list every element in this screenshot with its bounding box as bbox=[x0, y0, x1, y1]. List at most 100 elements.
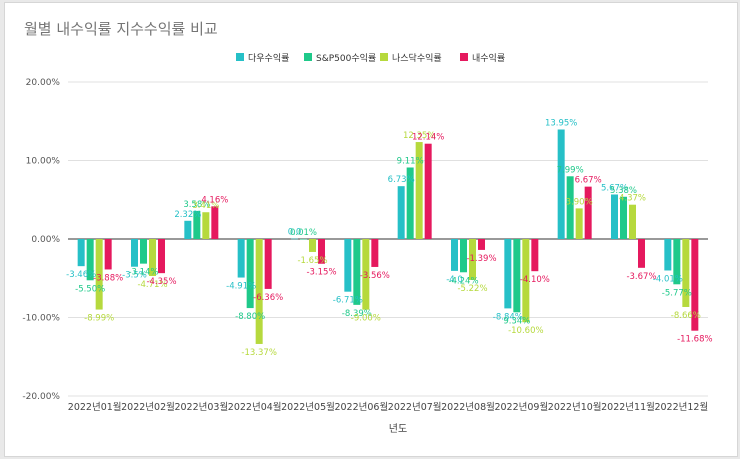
bar[interactable] bbox=[246, 239, 254, 309]
bar[interactable] bbox=[344, 239, 352, 292]
x-tick-label: 2022년02월 bbox=[121, 401, 175, 413]
x-tick-label: 2022년04월 bbox=[228, 401, 282, 413]
legend-swatch bbox=[304, 53, 312, 61]
bar[interactable] bbox=[131, 239, 138, 267]
bar[interactable] bbox=[620, 196, 627, 239]
data-label: -4.35% bbox=[146, 277, 176, 287]
bar[interactable] bbox=[86, 239, 94, 281]
bar[interactable] bbox=[611, 194, 618, 239]
data-label: -3.67% bbox=[626, 272, 656, 282]
data-label: 0.01% bbox=[290, 228, 317, 238]
data-label: -5.22% bbox=[457, 284, 487, 294]
bar[interactable] bbox=[566, 176, 574, 239]
x-tick-label: 2022년08월 bbox=[441, 401, 495, 413]
data-label: 5.38% bbox=[610, 186, 637, 196]
data-label: 7.99% bbox=[557, 165, 584, 175]
data-label: 6.73% bbox=[388, 175, 415, 185]
bar[interactable] bbox=[237, 239, 245, 278]
data-label: -8.99% bbox=[84, 314, 114, 324]
data-label: -3.56% bbox=[360, 271, 390, 281]
bar[interactable] bbox=[513, 239, 521, 313]
bar[interactable] bbox=[104, 239, 112, 270]
data-label: -9.00% bbox=[351, 314, 381, 324]
bar[interactable] bbox=[211, 206, 219, 239]
x-axis-title: 년도 bbox=[389, 423, 407, 435]
x-tick-label: 2022년01월 bbox=[68, 401, 122, 413]
bar[interactable] bbox=[584, 186, 592, 239]
bar[interactable] bbox=[353, 239, 361, 305]
bar[interactable] bbox=[77, 239, 85, 267]
data-label: -13.37% bbox=[241, 348, 276, 358]
bar[interactable] bbox=[557, 129, 565, 239]
x-tick-label: 2022년05월 bbox=[281, 401, 335, 413]
bar[interactable] bbox=[140, 239, 147, 264]
bar[interactable] bbox=[575, 208, 583, 239]
bar[interactable] bbox=[478, 239, 485, 250]
bar[interactable] bbox=[469, 239, 476, 280]
bar[interactable] bbox=[255, 239, 263, 344]
bar[interactable] bbox=[504, 239, 512, 309]
data-label: -8.39% bbox=[342, 309, 372, 319]
data-label: -3.14% bbox=[128, 268, 158, 278]
data-label: -6.71% bbox=[333, 296, 363, 306]
data-label: 5.67% bbox=[601, 183, 628, 193]
bar[interactable] bbox=[629, 204, 636, 239]
legend-label: 나스닥수익률 bbox=[392, 52, 442, 64]
data-label: -3.46% bbox=[66, 270, 96, 280]
bar[interactable] bbox=[95, 239, 103, 310]
data-label: 12.35% bbox=[403, 131, 435, 141]
bar[interactable] bbox=[415, 142, 423, 239]
bar[interactable] bbox=[318, 239, 325, 264]
data-label: -3.88% bbox=[93, 273, 123, 283]
bar[interactable] bbox=[397, 186, 405, 239]
y-tick-label: -20.00% bbox=[22, 392, 60, 402]
bar[interactable] bbox=[202, 212, 210, 239]
x-tick-label: 2022년03월 bbox=[174, 401, 228, 413]
bar[interactable] bbox=[184, 220, 192, 239]
bar[interactable] bbox=[424, 143, 432, 239]
data-label: -4.10% bbox=[520, 275, 550, 285]
y-tick-label: 0.00% bbox=[31, 235, 60, 245]
legend-label: 다우수익률 bbox=[248, 52, 289, 64]
bar[interactable] bbox=[193, 210, 201, 239]
x-tick-label: 2022년12월 bbox=[654, 401, 708, 413]
x-tick-label: 2022년06월 bbox=[334, 401, 388, 413]
bar[interactable] bbox=[664, 239, 672, 271]
data-label: -4.01% bbox=[653, 274, 683, 284]
bar[interactable] bbox=[309, 239, 316, 252]
data-label: 6.67% bbox=[575, 176, 602, 186]
y-tick-label: 10.00% bbox=[26, 157, 61, 167]
data-label: -1.65% bbox=[297, 256, 327, 266]
bar[interactable] bbox=[371, 239, 379, 267]
x-tick-label: 2022년09월 bbox=[494, 401, 548, 413]
bar[interactable] bbox=[291, 238, 298, 240]
data-label: -4.0 bbox=[446, 275, 463, 285]
bar[interactable] bbox=[682, 239, 690, 307]
bar[interactable] bbox=[406, 167, 414, 239]
bar[interactable] bbox=[673, 239, 681, 285]
bar[interactable] bbox=[149, 239, 156, 276]
bar[interactable] bbox=[300, 238, 307, 240]
data-label: -1.39% bbox=[466, 254, 496, 264]
bar[interactable] bbox=[451, 239, 458, 271]
bar[interactable] bbox=[638, 239, 645, 268]
data-label: 0.0 bbox=[288, 228, 302, 238]
legend-swatch bbox=[380, 53, 388, 61]
bar[interactable] bbox=[362, 239, 370, 310]
data-label: -4.71% bbox=[137, 280, 167, 290]
bar[interactable] bbox=[264, 239, 272, 289]
data-label: -11.68% bbox=[677, 335, 712, 345]
legend-swatch bbox=[460, 53, 468, 61]
bar[interactable] bbox=[460, 239, 467, 273]
data-label: -5.50% bbox=[75, 284, 105, 294]
data-label: -6.36% bbox=[253, 293, 283, 303]
data-label: 3.58% bbox=[183, 200, 210, 210]
bar[interactable] bbox=[691, 239, 699, 331]
x-tick-label: 2022년11월 bbox=[601, 401, 655, 413]
bar[interactable] bbox=[522, 239, 530, 323]
data-label: 3.41% bbox=[192, 201, 219, 211]
data-label: -3.5% bbox=[122, 271, 147, 281]
bar[interactable] bbox=[158, 239, 165, 274]
bar[interactable] bbox=[531, 239, 539, 272]
